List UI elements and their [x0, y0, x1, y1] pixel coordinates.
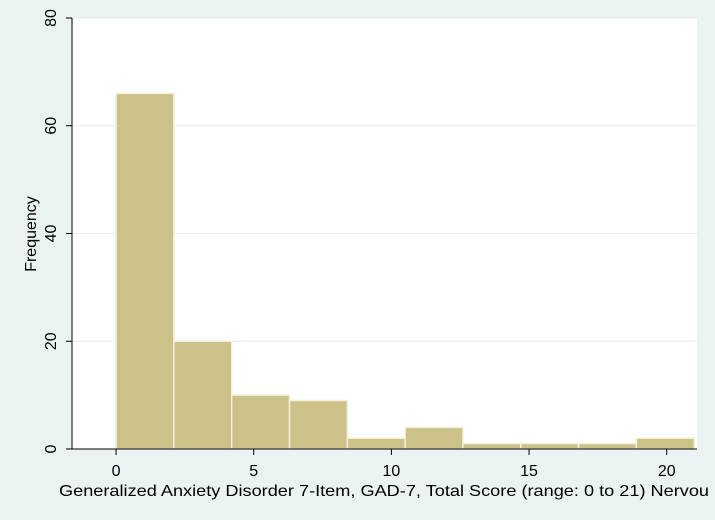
x-tick-label: 15 [520, 463, 538, 480]
histogram-bar [173, 340, 233, 450]
histogram-bar [288, 399, 349, 450]
y-axis-label: Frequency [23, 196, 40, 272]
histogram-bar [635, 437, 695, 450]
x-tick-label: 20 [658, 463, 676, 480]
histogram-bar [577, 442, 638, 450]
y-tick-label: 0 [43, 444, 60, 453]
y-tick-label: 80 [43, 9, 60, 27]
histogram-bar [520, 442, 580, 450]
y-tick-label: 20 [43, 332, 60, 350]
x-tick-label: 0 [112, 463, 121, 480]
x-axis-label: Generalized Anxiety Disorder 7-Item, GAD… [59, 483, 709, 500]
y-tick-labels: 0 20 40 60 80 [43, 9, 60, 453]
histogram-bar [462, 442, 522, 450]
y-tick-label: 60 [43, 117, 60, 135]
histogram-bar [230, 394, 291, 450]
x-tick-label: 10 [382, 463, 400, 480]
x-tick-labels: 0 5 10 15 20 [112, 463, 676, 480]
histogram-bar [404, 426, 464, 450]
axes [66, 17, 697, 455]
histogram-bar [115, 92, 175, 450]
y-tick-label: 40 [43, 225, 60, 243]
x-tick-label: 5 [249, 463, 258, 480]
histogram-bar [346, 437, 406, 450]
